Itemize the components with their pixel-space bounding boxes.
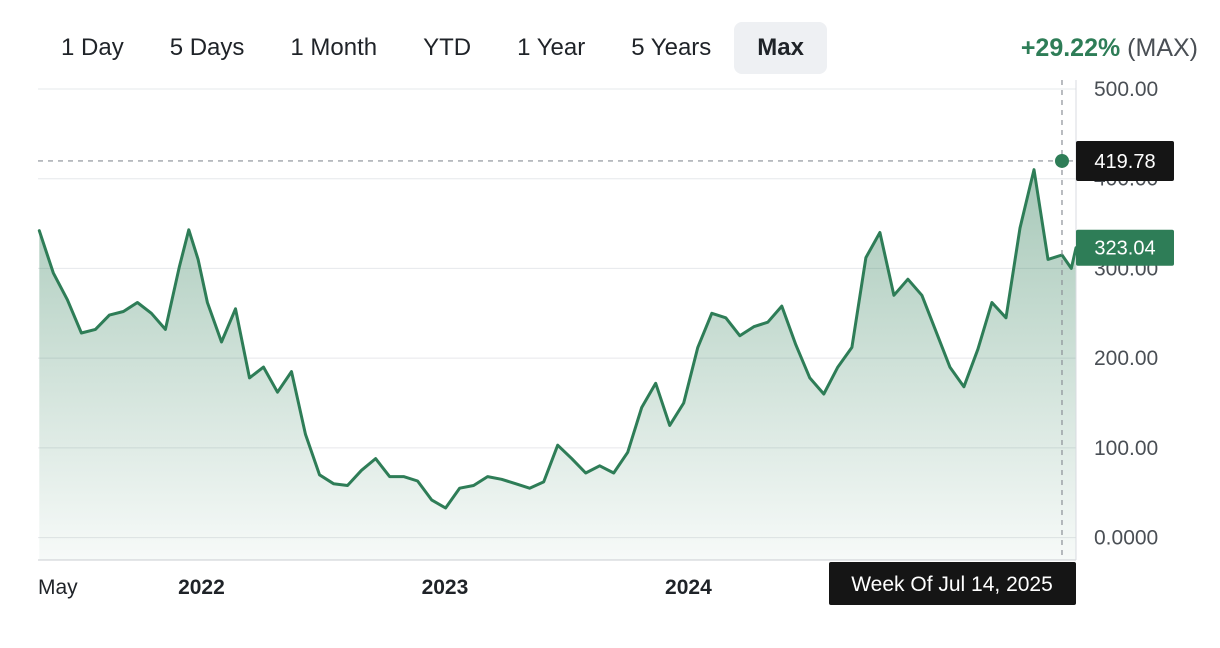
tab-5-days[interactable]: 5 Days <box>169 34 245 61</box>
y-tick-label: 500.00 <box>1094 78 1158 101</box>
tab-ytd[interactable]: YTD <box>423 34 472 61</box>
tab-1-year[interactable]: 1 Year <box>517 34 586 61</box>
performance-change: +29.22% <box>1020 34 1121 62</box>
crosshair-point <box>1054 153 1069 168</box>
current-price-box <box>1076 229 1174 266</box>
x-tick-label: May <box>38 576 78 599</box>
y-tick-label: 0.0000 <box>1094 527 1158 550</box>
crosshair-date-label: Week Of Jul 14, 2025 <box>851 573 1053 596</box>
tab-5-years[interactable]: 5 Years <box>631 34 712 61</box>
crosshair-date-box <box>829 562 1076 605</box>
current-price-tag: 323.04 <box>1076 229 1174 266</box>
price-line <box>37 168 1078 510</box>
crosshair-date-tag: Week Of Jul 14, 2025 <box>829 562 1076 605</box>
x-tick-label: 2024 <box>665 576 712 599</box>
crosshair-value-tag: 419.78 <box>1076 140 1174 181</box>
x-tick-label: 2023 <box>422 576 469 599</box>
x-tick-label: 2022 <box>178 576 225 599</box>
y-tick-label: 100.00 <box>1094 437 1158 460</box>
x-axis-ticks: May 2022 2023 2024 <box>38 576 712 599</box>
tab-max[interactable]: Max <box>734 22 827 74</box>
crosshair-value-label: 419.78 <box>1094 151 1155 173</box>
performance-summary: +29.22% (MAX) <box>1021 34 1198 63</box>
price-area-fill <box>39 169 1076 560</box>
crosshair-value-box <box>1076 140 1174 181</box>
performance-period: (MAX) <box>1127 34 1198 62</box>
tab-1-day[interactable]: 1 Day <box>61 34 124 61</box>
timeframe-tabs: 1 Day 5 Days 1 Month YTD 1 Year 5 Years … <box>38 22 827 74</box>
y-tick-label: 200.00 <box>1094 347 1158 370</box>
tab-1-month[interactable]: 1 Month <box>290 34 378 61</box>
current-price-label: 323.04 <box>1094 238 1155 260</box>
